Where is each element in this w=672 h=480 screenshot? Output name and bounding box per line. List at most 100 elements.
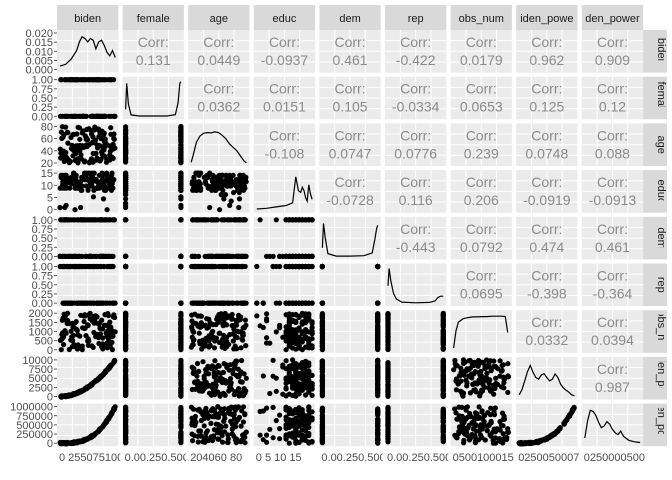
scatter-point	[178, 416, 184, 422]
scatter-point	[306, 316, 312, 323]
scatter-point	[65, 140, 71, 146]
scatter-point	[230, 367, 236, 373]
scatter-point	[273, 388, 279, 394]
y-tick-label: 5000	[29, 373, 53, 385]
scatter-point	[270, 253, 276, 259]
corr-value: 0.12	[599, 99, 626, 115]
scatter-point	[493, 375, 499, 381]
scatter-point	[107, 364, 113, 370]
scatter-point	[91, 329, 97, 336]
scatter-point	[237, 379, 244, 385]
strip-top-label: age	[210, 13, 228, 25]
scatter-point	[299, 421, 305, 428]
x-axis-4: 0.00.250.500.751.00	[321, 452, 382, 464]
x-tick-label: 02500500075001000	[518, 452, 622, 464]
scatter-point	[454, 435, 460, 441]
strip-top-2: age	[188, 5, 250, 30]
scatter-point	[232, 404, 239, 410]
y-tick-label: 1000000	[10, 402, 53, 414]
scatter-point	[104, 367, 110, 373]
panel-8-6	[450, 403, 512, 447]
scatter-point	[111, 405, 117, 411]
scatter-point	[178, 187, 184, 193]
scatter-point	[123, 386, 129, 393]
scatter-point	[99, 148, 105, 154]
scatter-point	[77, 136, 83, 142]
y-tick-label: 2000	[29, 308, 53, 320]
corr-label: Corr:	[138, 34, 169, 50]
scatter-points	[123, 170, 184, 211]
scatter-point	[107, 300, 113, 306]
density-curve	[387, 268, 444, 304]
scatter-point	[293, 375, 299, 381]
scatter-point	[239, 263, 245, 270]
panel-8-7	[516, 403, 578, 447]
scatter-point	[277, 412, 283, 418]
x-axis-7: 02500500075001000	[518, 452, 622, 464]
scatter-point	[61, 185, 68, 191]
scatter-point	[220, 323, 226, 329]
scatter-point	[264, 335, 270, 341]
panel-3-8: Corr:-0.0913	[581, 170, 644, 213]
scatter-point	[277, 436, 283, 442]
scatter-point	[280, 253, 286, 259]
scatter-point	[296, 383, 302, 389]
scatter-point	[375, 360, 381, 366]
corr-value: 0.461	[595, 239, 630, 255]
scatter-point	[464, 404, 470, 410]
strip-top-1: female	[122, 5, 184, 30]
panel-3-0	[57, 170, 119, 213]
scatter-point	[189, 312, 195, 318]
scatter-point	[123, 172, 129, 178]
scatter-point	[234, 346, 240, 352]
scatter-point	[440, 419, 446, 425]
corr-label: Corr:	[531, 221, 562, 237]
scatter-point	[75, 179, 81, 185]
scatter-point	[375, 263, 381, 270]
scatter-point	[293, 406, 299, 413]
scatter-point	[492, 405, 498, 411]
scatter-point	[309, 320, 315, 327]
scatter-point	[237, 172, 243, 178]
density-curve	[59, 35, 116, 67]
scatter-point	[505, 361, 511, 367]
density-curve	[584, 409, 641, 444]
scatter-point	[211, 345, 217, 351]
scatter-point	[254, 263, 260, 270]
scatter-point	[82, 312, 88, 318]
scatter-point	[218, 311, 224, 317]
scatter-point	[106, 253, 112, 259]
scatter-points	[254, 310, 315, 353]
scatter-point	[306, 404, 312, 410]
scatter-point	[57, 263, 63, 270]
scatter-point	[61, 155, 67, 161]
scatter-point	[375, 342, 381, 348]
scatter-point	[98, 156, 104, 162]
scatter-point	[197, 341, 203, 347]
panel-5-7: Corr:-0.398	[516, 263, 578, 307]
scatter-point	[109, 170, 115, 176]
scatter-point	[220, 439, 226, 445]
scatter-point	[440, 372, 446, 378]
y-tick-label: 0.005	[25, 55, 53, 67]
scatter-point	[273, 329, 279, 335]
scatter-point	[270, 373, 276, 379]
scatter-point	[221, 196, 227, 202]
corr-value: 0.474	[529, 239, 564, 255]
corr-value: -0.0937	[261, 52, 309, 68]
scatter-point	[239, 336, 245, 342]
panel-1-8: Corr:0.12	[581, 76, 644, 120]
scatter-point	[440, 391, 446, 397]
scatter-point	[86, 170, 92, 176]
scatter-point	[243, 343, 249, 349]
y-tick-label: 0.00	[32, 111, 53, 123]
y-tick-label: 7500	[29, 364, 53, 376]
scatter-point	[123, 429, 129, 435]
corr-label: Corr:	[531, 127, 562, 143]
scatter-point	[240, 393, 246, 399]
scatter-point	[76, 113, 82, 119]
scatter-point	[196, 330, 202, 336]
scatter-point	[242, 412, 248, 418]
